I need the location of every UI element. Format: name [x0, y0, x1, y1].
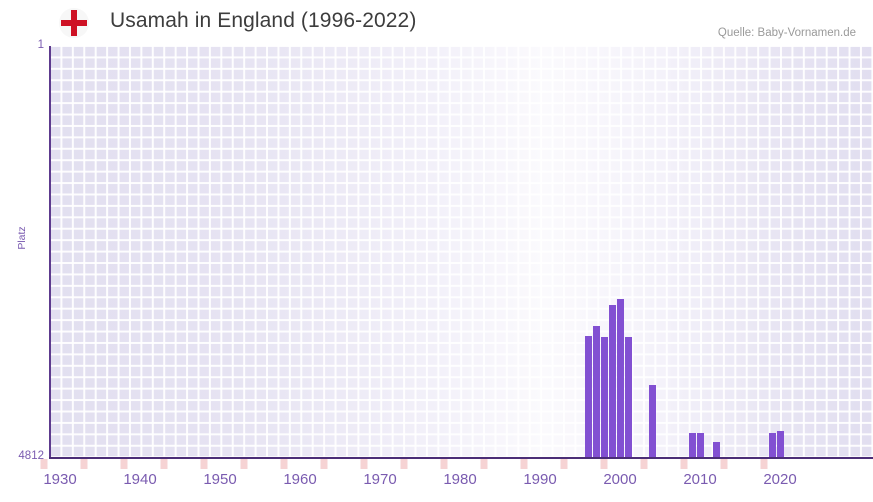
y-axis-tick-bottom: 4812 — [18, 450, 44, 462]
x-axis-line — [49, 457, 873, 459]
x-tick-mark-1963 — [320, 459, 328, 469]
x-tick-mark-1968 — [360, 459, 368, 469]
x-axis-label-1980: 1980 — [443, 471, 477, 488]
x-tick-mark-1998 — [600, 459, 608, 469]
x-tick-mark-1943 — [160, 459, 168, 469]
chart-title: Usamah in England (1996-2022) — [110, 9, 417, 32]
bar-1998 — [600, 337, 608, 458]
bar-2012 — [712, 442, 720, 458]
bar-2001 — [624, 337, 632, 458]
bar-2009 — [688, 432, 696, 458]
x-axis-label-2000: 2000 — [603, 471, 637, 488]
chart-header: Usamah in England (1996-2022) Quelle: Ba… — [0, 0, 873, 46]
x-tick-mark-2003 — [640, 459, 648, 469]
y-axis-tick-top: 1 — [37, 39, 44, 51]
bar-2000 — [616, 299, 624, 458]
x-tick-mark-1958 — [280, 459, 288, 469]
x-axis-label-1930: 1930 — [43, 471, 77, 488]
x-axis-label-1960: 1960 — [283, 471, 317, 488]
x-tick-mark-1978 — [440, 459, 448, 469]
source-note: Quelle: Baby-Vornamen.de — [717, 27, 856, 39]
plot-area — [50, 46, 873, 458]
x-tick-mark-1933 — [80, 459, 88, 469]
england-flag-icon — [59, 8, 89, 38]
x-tick-mark-1948 — [200, 459, 208, 469]
x-tick-mark-1983 — [480, 459, 488, 469]
x-tick-mark-2018 — [760, 459, 768, 469]
x-tick-mark-1988 — [520, 459, 528, 469]
bar-1997 — [592, 325, 600, 458]
bar-2020 — [776, 431, 784, 458]
bar-1999 — [608, 305, 616, 458]
x-tick-mark-1973 — [400, 459, 408, 469]
y-axis-line — [49, 46, 51, 459]
x-axis-label-2010: 2010 — [683, 471, 717, 488]
flag-cross-horizontal — [61, 20, 87, 26]
x-tick-mark-2013 — [720, 459, 728, 469]
x-axis-label-1990: 1990 — [523, 471, 557, 488]
x-tick-mark-1928 — [40, 459, 48, 469]
x-tick-mark-1953 — [240, 459, 248, 469]
x-tick-mark-1993 — [560, 459, 568, 469]
grid-lines — [50, 46, 873, 458]
bar-1996 — [584, 336, 592, 458]
x-axis-label-1950: 1950 — [203, 471, 237, 488]
y-axis-label: Platz — [16, 226, 28, 250]
x-axis-label-1940: 1940 — [123, 471, 157, 488]
x-axis-label-1970: 1970 — [363, 471, 397, 488]
x-tick-mark-1938 — [120, 459, 128, 469]
bar-2019 — [768, 432, 776, 458]
bar-2010 — [696, 432, 704, 458]
bar-2004 — [648, 385, 656, 458]
x-tick-mark-2008 — [680, 459, 688, 469]
x-axis-label-2020: 2020 — [763, 471, 797, 488]
